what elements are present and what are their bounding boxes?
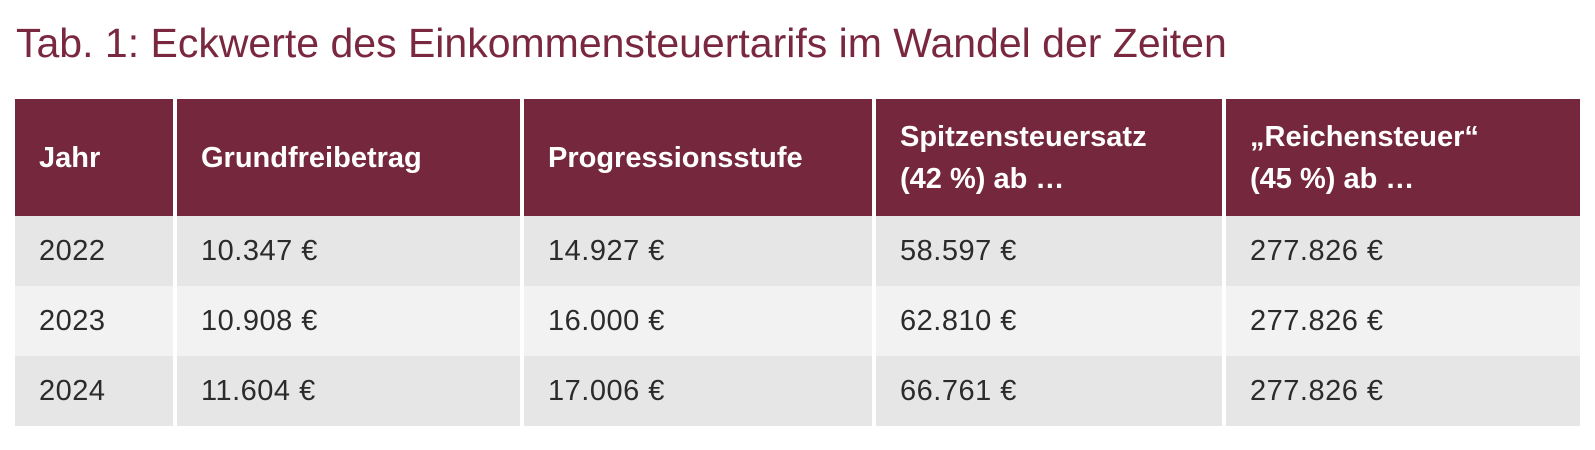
cell-top-tax-rate: 58.597 € <box>872 216 1226 286</box>
header-progression-level: Progressionsstufe <box>520 99 876 216</box>
cell-top-tax-rate: 62.810 € <box>872 286 1226 356</box>
cell-basic-allowance: 11.604 € <box>173 356 524 426</box>
cell-wealth-tax: 277.826 € <box>1222 286 1580 356</box>
table-row: 2022 10.347 € 14.927 € 58.597 € 277.826 … <box>15 216 1580 286</box>
cell-wealth-tax: 277.826 € <box>1222 356 1580 426</box>
header-progression-level-label: Progressionsstufe <box>548 141 803 174</box>
cell-progression-level: 14.927 € <box>520 216 876 286</box>
cell-year: 2023 <box>15 286 177 356</box>
header-top-tax-rate-label: Spitzensteuersatz <box>900 120 1147 153</box>
table-row: 2023 10.908 € 16.000 € 62.810 € 277.826 … <box>15 286 1580 356</box>
header-row: Jahr Grundfreibetrag Progressionsstufe S… <box>15 99 1580 216</box>
header-basic-allowance-label: Grundfreibetrag <box>201 141 422 174</box>
table-body: 2022 10.347 € 14.927 € 58.597 € 277.826 … <box>15 216 1580 426</box>
tax-rates-table: Jahr Grundfreibetrag Progressionsstufe S… <box>15 99 1580 426</box>
table-title: Tab. 1: Eckwerte des Einkommensteuertari… <box>16 20 1227 66</box>
cell-progression-level: 17.006 € <box>520 356 876 426</box>
header-year: Jahr <box>15 99 177 216</box>
tax-table-container: Jahr Grundfreibetrag Progressionsstufe S… <box>15 99 1580 426</box>
header-wealth-tax-sublabel: (45 %) ab … <box>1250 162 1415 195</box>
header-top-tax-rate-sublabel: (42 %) ab … <box>900 162 1065 195</box>
header-wealth-tax: „Reichensteuer“ (45 %) ab … <box>1222 99 1580 216</box>
cell-progression-level: 16.000 € <box>520 286 876 356</box>
table-header: Jahr Grundfreibetrag Progressionsstufe S… <box>15 99 1580 216</box>
cell-wealth-tax: 277.826 € <box>1222 216 1580 286</box>
header-top-tax-rate: Spitzensteuersatz (42 %) ab … <box>872 99 1226 216</box>
cell-basic-allowance: 10.347 € <box>173 216 524 286</box>
header-wealth-tax-label: „Reichensteuer“ <box>1250 120 1479 153</box>
cell-top-tax-rate: 66.761 € <box>872 356 1226 426</box>
header-basic-allowance: Grundfreibetrag <box>173 99 524 216</box>
cell-basic-allowance: 10.908 € <box>173 286 524 356</box>
cell-year: 2024 <box>15 356 177 426</box>
header-year-label: Jahr <box>39 141 101 174</box>
cell-year: 2022 <box>15 216 177 286</box>
table-row: 2024 11.604 € 17.006 € 66.761 € 277.826 … <box>15 356 1580 426</box>
